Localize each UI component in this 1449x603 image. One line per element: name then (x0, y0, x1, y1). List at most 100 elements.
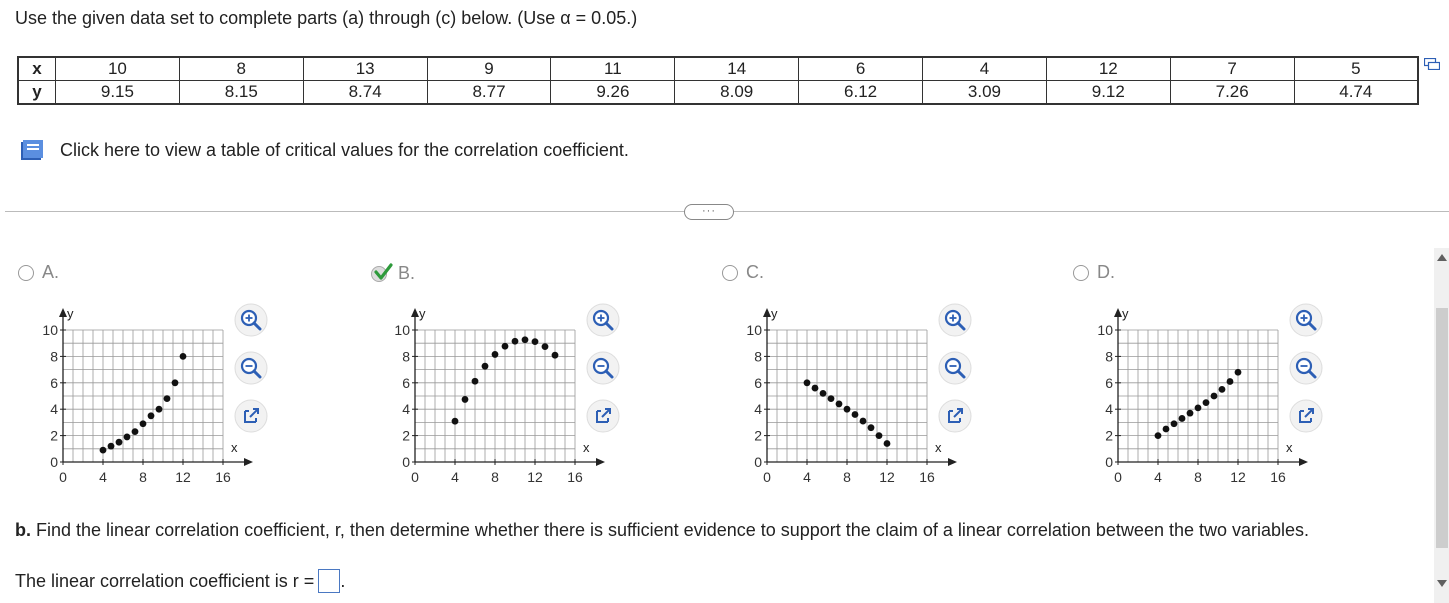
x-tick-label: 4 (803, 469, 811, 485)
data-point (1234, 368, 1242, 376)
x-tick-label: 8 (139, 469, 147, 485)
data-point (867, 424, 875, 432)
y-axis-label: y (67, 306, 74, 321)
answer-input[interactable] (318, 569, 341, 593)
x-axis-arrow (948, 458, 957, 466)
y-axis-label: y (1122, 306, 1129, 321)
data-point (179, 353, 187, 360)
critical-values-link-text: Click here to view a table of critical v… (60, 139, 629, 160)
zoom-out-icon[interactable] (938, 351, 972, 385)
y-tick-label: 6 (50, 375, 58, 391)
data-point (851, 411, 859, 418)
data-point (541, 343, 549, 351)
x-tick-label: 12 (175, 469, 191, 485)
option-letter: B. (398, 262, 416, 283)
zoom-in-icon[interactable] (234, 303, 268, 337)
table-cell-x: 6 (798, 56, 924, 81)
x-tick-label: 4 (451, 469, 459, 485)
table-cell-x: 11 (550, 56, 676, 81)
row-label-x: x (17, 56, 56, 81)
book-icon (21, 140, 43, 160)
zoom-out-icon[interactable] (234, 351, 268, 385)
data-point (819, 389, 827, 397)
instructions: Use the given data set to complete parts… (15, 8, 638, 28)
option-d[interactable]: D. (1073, 262, 1115, 283)
popout-icon[interactable] (1424, 58, 1440, 70)
part-b-label: b. (15, 520, 31, 540)
x-axis-arrow (596, 458, 605, 466)
data-point (461, 396, 469, 403)
x-tick-label: 16 (919, 469, 935, 485)
scroll-up-icon[interactable] (1437, 254, 1447, 261)
data-point (511, 337, 519, 345)
x-tick-label: 0 (763, 469, 771, 485)
expand-graph-icon[interactable] (938, 399, 972, 433)
table-cell-x: 4 (922, 56, 1047, 81)
data-point (1154, 432, 1162, 439)
y-axis-arrow (763, 308, 771, 317)
data-point (811, 384, 819, 392)
data-point (1178, 415, 1186, 422)
table-cell-y: 8.74 (302, 80, 428, 105)
x-tick-label: 8 (843, 469, 851, 485)
critical-values-link[interactable]: Click here to view a table of critical v… (18, 137, 629, 163)
y-tick-label: 4 (1105, 401, 1113, 417)
radio-button[interactable] (722, 264, 738, 281)
data-point (171, 379, 179, 387)
table-cell-y: 9.15 (55, 80, 180, 105)
zoom-in-icon[interactable] (1289, 303, 1323, 337)
data-point (107, 442, 115, 450)
zoom-in-icon[interactable] (586, 303, 620, 337)
zoom-in-icon[interactable] (938, 303, 972, 337)
data-point (835, 400, 843, 408)
y-tick-label: 2 (50, 428, 58, 444)
option-b[interactable]: B. (370, 262, 415, 284)
x-tick-label: 16 (567, 469, 583, 485)
y-tick-label: 8 (402, 348, 410, 364)
x-axis-label: x (231, 440, 238, 455)
y-tick-label: 10 (1097, 322, 1113, 338)
scatter-graph-b: x y 0 4 8 12 16 0 2 4 6 8 10 (394, 306, 605, 485)
expand-graph-icon[interactable] (586, 399, 620, 433)
option-c[interactable]: C. (722, 262, 764, 283)
x-tick-label: 16 (215, 469, 231, 485)
data-point (803, 379, 811, 387)
y-tick-label: 4 (50, 401, 58, 417)
graph-tools (234, 303, 268, 433)
option-a[interactable]: A. (18, 262, 59, 283)
table-cell-y: 3.09 (922, 80, 1047, 105)
radio-button[interactable] (1073, 264, 1089, 281)
y-axis-label: y (419, 306, 426, 321)
y-tick-label: 2 (402, 428, 410, 444)
y-tick-label: 10 (746, 322, 762, 338)
expand-graph-icon[interactable] (234, 399, 268, 433)
scroll-down-icon[interactable] (1437, 580, 1447, 587)
data-point (481, 362, 489, 370)
graph-tools (586, 303, 620, 433)
data-point (139, 420, 147, 428)
radio-button[interactable] (18, 264, 34, 281)
selected-check-icon[interactable] (370, 262, 396, 284)
data-point (471, 377, 479, 385)
expand-button[interactable]: ··· (684, 204, 734, 220)
table-cell-y: 9.26 (550, 80, 676, 105)
y-axis-label: y (771, 306, 778, 321)
table-cell-x: 10 (55, 56, 180, 81)
y-tick-label: 4 (754, 401, 762, 417)
data-point (1186, 409, 1194, 417)
data-point (1194, 404, 1202, 412)
answer-prefix: The linear correlation coefficient is r … (15, 570, 315, 591)
data-point (115, 438, 123, 446)
answer-line: The linear correlation coefficient is r … (15, 569, 345, 593)
x-tick-label: 8 (1194, 469, 1202, 485)
x-tick-label: 8 (491, 469, 499, 485)
y-tick-label: 0 (402, 454, 410, 470)
scrollbar-thumb[interactable] (1436, 308, 1448, 548)
x-axis-arrow (1299, 458, 1308, 466)
zoom-out-icon[interactable] (1289, 351, 1323, 385)
zoom-out-icon[interactable] (586, 351, 620, 385)
data-table: x 10 8 13 9 11 14 6 4 12 7 5 y 9.15 8.15 8.74 8.77 9.26 8… (17, 56, 1419, 105)
table-cell-y: 6.12 (798, 80, 924, 105)
x-tick-label: 12 (527, 469, 543, 485)
expand-graph-icon[interactable] (1289, 399, 1323, 433)
